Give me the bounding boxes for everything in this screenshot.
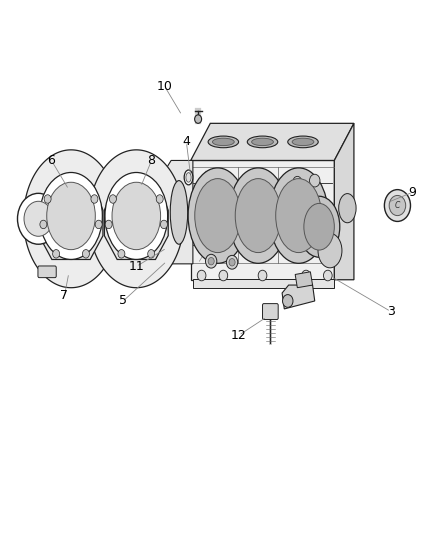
Ellipse shape — [229, 168, 288, 263]
Ellipse shape — [288, 136, 318, 148]
Text: 6: 6 — [47, 154, 55, 167]
Circle shape — [310, 174, 320, 187]
Circle shape — [302, 270, 311, 281]
Circle shape — [156, 195, 163, 203]
Ellipse shape — [269, 168, 328, 263]
Ellipse shape — [235, 179, 281, 253]
Text: 8: 8 — [148, 154, 155, 167]
Ellipse shape — [195, 179, 240, 253]
Ellipse shape — [40, 173, 102, 260]
Circle shape — [160, 220, 167, 229]
Circle shape — [91, 195, 98, 203]
Circle shape — [258, 270, 267, 281]
Text: 3: 3 — [387, 305, 395, 318]
Circle shape — [389, 196, 406, 216]
Ellipse shape — [186, 173, 191, 182]
Circle shape — [219, 270, 228, 281]
Polygon shape — [104, 188, 168, 260]
Circle shape — [283, 295, 293, 308]
Circle shape — [205, 254, 217, 268]
Polygon shape — [193, 279, 334, 288]
Polygon shape — [334, 123, 354, 280]
Circle shape — [40, 220, 47, 229]
Ellipse shape — [252, 138, 273, 146]
Ellipse shape — [47, 182, 95, 249]
Circle shape — [53, 249, 60, 258]
Ellipse shape — [208, 136, 239, 148]
Ellipse shape — [212, 138, 234, 146]
Ellipse shape — [112, 182, 161, 249]
Circle shape — [323, 270, 332, 281]
Circle shape — [82, 249, 89, 258]
Polygon shape — [39, 188, 103, 260]
Text: 10: 10 — [157, 80, 173, 93]
Circle shape — [18, 193, 59, 244]
FancyBboxPatch shape — [38, 266, 56, 278]
FancyBboxPatch shape — [262, 304, 278, 319]
Ellipse shape — [292, 138, 314, 146]
Circle shape — [95, 220, 102, 229]
Ellipse shape — [339, 193, 356, 223]
Circle shape — [208, 257, 214, 265]
Ellipse shape — [276, 179, 321, 253]
Circle shape — [385, 190, 410, 221]
Circle shape — [293, 176, 302, 187]
Circle shape — [148, 249, 155, 258]
Circle shape — [24, 201, 53, 236]
Polygon shape — [165, 160, 193, 264]
Circle shape — [110, 195, 117, 203]
Ellipse shape — [105, 173, 168, 260]
Text: 5: 5 — [119, 294, 127, 308]
Polygon shape — [282, 285, 315, 309]
Ellipse shape — [170, 181, 187, 244]
Ellipse shape — [188, 168, 247, 263]
Ellipse shape — [247, 136, 278, 148]
Polygon shape — [295, 272, 313, 288]
Text: 9: 9 — [409, 186, 417, 199]
Circle shape — [118, 249, 125, 258]
Text: C: C — [395, 201, 400, 210]
Circle shape — [44, 195, 51, 203]
Ellipse shape — [298, 196, 340, 257]
Polygon shape — [191, 123, 354, 160]
Circle shape — [229, 259, 235, 266]
Polygon shape — [24, 150, 119, 288]
Polygon shape — [89, 150, 184, 288]
Circle shape — [226, 255, 238, 269]
Polygon shape — [191, 160, 334, 280]
Circle shape — [194, 115, 201, 123]
Circle shape — [197, 270, 206, 281]
Circle shape — [105, 220, 112, 229]
Text: 7: 7 — [60, 289, 68, 302]
Ellipse shape — [184, 170, 193, 185]
Text: 11: 11 — [128, 260, 144, 273]
Text: 12: 12 — [231, 329, 247, 342]
Text: 4: 4 — [182, 135, 190, 148]
Ellipse shape — [304, 204, 334, 250]
Ellipse shape — [318, 233, 342, 268]
